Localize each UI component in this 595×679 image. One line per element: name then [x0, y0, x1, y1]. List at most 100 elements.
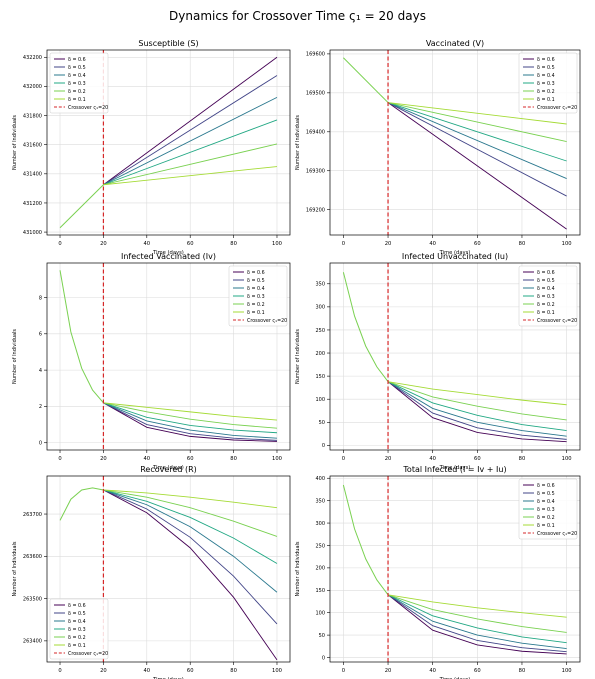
x-tick-label: 60	[474, 241, 481, 247]
legend-label-3: δ = 0.4	[537, 499, 555, 505]
x-tick-label: 60	[187, 456, 194, 462]
x-tick-label: 100	[562, 456, 572, 462]
series-line-4	[103, 489, 278, 564]
y-tick-label: 200	[315, 566, 325, 572]
legend-label-3: δ = 0.4	[247, 286, 265, 292]
legend-label-4: δ = 0.3	[537, 507, 555, 513]
legend-label-7: Crossover ς₁=20	[537, 318, 577, 324]
subplot-title: Vaccinated (V)	[426, 39, 484, 48]
y-tick-label: 431000	[23, 230, 42, 236]
series-line-3	[387, 381, 567, 437]
y-tick-label: 169600	[306, 52, 325, 58]
legend-label-7: Crossover ς₁=20	[537, 531, 577, 537]
legend-label-7: Crossover ς₁=20	[247, 318, 287, 324]
x-tick-label: 0	[342, 241, 345, 247]
x-tick-label: 100	[272, 456, 282, 462]
subplot-4: 0 20 40 60 80 100 0 50 100 150 200 250 300 350 Infecte…	[295, 252, 581, 471]
legend-label-6: δ = 0.1	[537, 97, 555, 103]
y-tick-label: 0	[39, 441, 42, 447]
y-tick-label: 4	[39, 368, 42, 374]
legend-label-3: δ = 0.4	[68, 73, 86, 79]
x-tick-label: 40	[429, 241, 436, 247]
series-line-3	[387, 594, 567, 649]
series-line-3	[103, 402, 278, 439]
series-line-1	[103, 56, 278, 186]
legend-label-4: δ = 0.3	[68, 627, 86, 633]
legend-label-2: δ = 0.5	[68, 611, 86, 617]
y-tick-label: 350	[315, 282, 325, 288]
series-line-1	[387, 381, 567, 443]
series-line-3	[387, 102, 567, 179]
y-tick-label: 169300	[306, 169, 325, 175]
x-axis-label: Time (days)	[152, 677, 184, 679]
y-axis-label: Number of Individuals	[12, 115, 18, 170]
legend-label-5: δ = 0.2	[68, 89, 86, 95]
subplot-5: 0 20 40 60 80 100 263400 263500 263600 263700 Reco…	[12, 465, 291, 679]
series-line-1	[387, 102, 567, 230]
subplot-title: Total Infected (I = Iv + Iu)	[402, 465, 506, 474]
y-tick-label: 431800	[23, 113, 42, 119]
y-tick-label: 169500	[306, 91, 325, 97]
x-tick-label: 60	[474, 668, 481, 674]
series-line-1	[387, 594, 567, 655]
series-line-6	[103, 489, 278, 509]
x-axis-label: Time (days)	[439, 465, 471, 471]
x-tick-label: 100	[272, 241, 282, 247]
x-tick-label: 60	[187, 668, 194, 674]
axes-frame	[46, 262, 291, 451]
series-line-2	[387, 381, 567, 440]
x-axis-label: Time (days)	[439, 250, 471, 256]
legend-label-3: δ = 0.4	[537, 286, 555, 292]
legend-label-4: δ = 0.3	[537, 81, 555, 87]
legend-label-6: δ = 0.1	[537, 523, 555, 529]
series-line-3	[103, 489, 278, 593]
legend-label-4: δ = 0.3	[537, 294, 555, 300]
y-tick-label: 2	[39, 404, 42, 410]
x-tick-label: 40	[143, 241, 150, 247]
legend: δ = 0.6 δ = 0.5 δ = 0.4 δ = 0.3 δ = 0.2 δ = 0…	[49, 52, 109, 114]
x-tick-label: 0	[342, 668, 345, 674]
subplot-3: 0 20 40 60 80 100 0 2 4 6 8 Infected Vaccinated (Iv…	[12, 252, 291, 471]
legend-label-4: δ = 0.3	[68, 81, 86, 87]
series-line-4	[103, 119, 278, 186]
x-tick-label: 20	[385, 668, 392, 674]
legend-label-6: δ = 0.1	[68, 97, 86, 103]
y-tick-label: 300	[315, 305, 325, 311]
legend-label-5: δ = 0.2	[537, 302, 555, 308]
pre-crossover-line	[343, 57, 389, 103]
x-tick-label: 0	[58, 241, 61, 247]
figure-title: Dynamics for Crossover Time ς₁ = 20 days	[169, 9, 426, 23]
legend-label-7: Crossover ς₁=20	[68, 105, 108, 111]
legend: δ = 0.6 δ = 0.5 δ = 0.4 δ = 0.3 δ = 0.2 δ = 0…	[518, 52, 578, 114]
x-tick-label: 80	[519, 241, 526, 247]
legend-label-1: δ = 0.6	[537, 270, 555, 276]
subplot-6: 0 20 40 60 80 100 0 50 100 150 200 250 300 350 400 Tota…	[295, 465, 581, 679]
legend-label-2: δ = 0.5	[68, 65, 86, 71]
legend-box	[518, 478, 578, 540]
series-line-5	[387, 594, 567, 633]
y-axis-label: Number of Individuals	[295, 329, 301, 384]
series-line-5	[103, 402, 278, 429]
series-line-4	[387, 594, 567, 644]
series-line-5	[387, 381, 567, 421]
x-tick-label: 20	[100, 241, 107, 247]
x-tick-label: 0	[58, 668, 61, 674]
legend-box	[49, 52, 109, 114]
series-line-4	[387, 381, 567, 432]
subplot-2: 0 20 40 60 80 100 169200 169300 169400 169500 1696…	[295, 39, 581, 256]
legend-label-6: δ = 0.1	[247, 310, 265, 316]
legend-label-2: δ = 0.5	[247, 278, 265, 284]
legend-box	[228, 265, 288, 327]
x-tick-label: 80	[519, 668, 526, 674]
series-line-6	[387, 594, 567, 618]
legend-label-1: δ = 0.6	[247, 270, 265, 276]
series-line-2	[387, 594, 567, 653]
y-tick-label: 150	[315, 374, 325, 380]
y-axis-label: Number of Individuals	[12, 541, 18, 596]
subplot-title: Susceptible (S)	[138, 39, 198, 48]
subplot-title: Infected Vaccinated (Iv)	[121, 252, 216, 261]
series-line-2	[103, 402, 278, 441]
y-tick-label: 350	[315, 498, 325, 504]
legend-label-4: δ = 0.3	[247, 294, 265, 300]
